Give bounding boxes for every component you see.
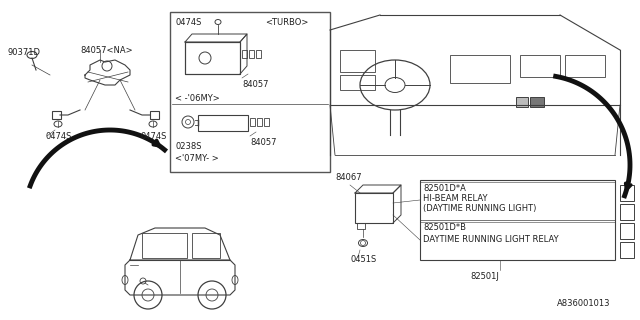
Bar [520,55,560,77]
Bar [620,185,634,201]
Bar [530,97,544,107]
Text: 82501D*A: 82501D*A [423,184,466,193]
Text: 82501J: 82501J [470,272,499,281]
Bar [340,75,375,90]
Text: <TURBO>: <TURBO> [265,18,308,27]
Bar [620,242,634,258]
Bar [52,111,61,119]
Bar [257,118,262,126]
Bar [264,118,269,126]
Bar [150,111,159,119]
Text: 84057: 84057 [250,138,276,147]
Bar [450,55,510,83]
Text: <'07MY- >: <'07MY- > [175,154,219,163]
Bar [620,223,634,239]
Bar [185,42,240,74]
Text: 84067: 84067 [335,173,362,182]
Bar [420,180,615,260]
Bar [192,233,220,258]
Bar [256,50,261,58]
Text: (DAYTIME RUNNING LIGHT): (DAYTIME RUNNING LIGHT) [423,204,536,213]
Text: A836001013: A836001013 [557,299,610,308]
Text: 90371D: 90371D [7,48,40,57]
Text: < -'06MY>: < -'06MY> [175,94,220,103]
Bar [340,50,375,72]
Text: 84057: 84057 [242,80,269,89]
Bar [142,233,187,258]
Text: DAYTIME RUNNING LIGHT RELAY: DAYTIME RUNNING LIGHT RELAY [423,235,559,244]
Text: 82501D*B: 82501D*B [423,223,466,232]
Bar [565,55,605,77]
Bar [198,115,248,131]
Bar [357,223,365,229]
Text: 0474S: 0474S [140,132,166,141]
Bar [249,50,254,58]
Bar [242,50,247,58]
Bar [170,12,330,172]
Text: 0238S: 0238S [175,142,202,151]
Text: 0474S: 0474S [175,18,202,27]
Bar [250,118,255,126]
Bar [516,97,528,107]
Text: HI-BEAM RELAY: HI-BEAM RELAY [423,194,488,203]
Text: 0451S: 0451S [350,255,376,264]
Text: 84057<NA>: 84057<NA> [80,46,132,55]
Bar [355,193,393,223]
Bar [185,42,240,74]
Text: 0474S: 0474S [45,132,72,141]
Bar [620,204,634,220]
